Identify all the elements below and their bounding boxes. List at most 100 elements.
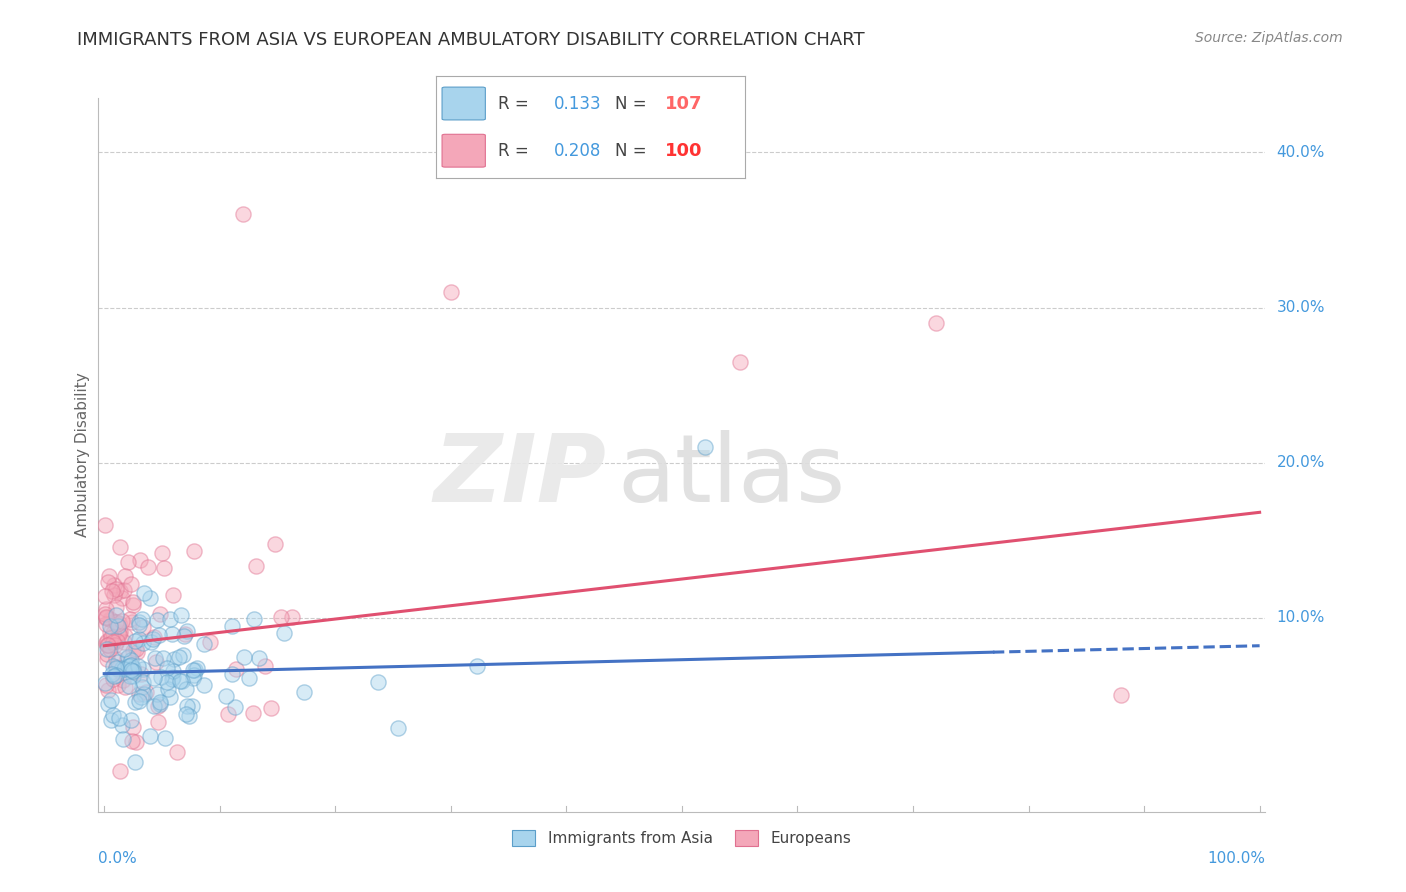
Point [124,634,146,648]
Point [107,655,129,669]
Point [120,576,142,591]
Text: 20.0%: 20.0% [1277,455,1324,470]
Point [243,612,266,626]
Point [221,618,243,632]
Point [108,711,131,725]
Point [200,634,222,648]
Point [135,685,157,699]
Point [115,650,138,665]
Point [176,698,198,713]
Point [124,641,146,656]
Point [166,745,188,759]
FancyBboxPatch shape [441,87,485,120]
Point [94,616,117,631]
Point [125,735,148,749]
Point [120,657,142,672]
Point [173,629,195,643]
Point [292,684,315,698]
Point [97,569,120,583]
Point [98,612,121,626]
Point [128,553,150,567]
Point [186,661,208,675]
Point [149,670,172,684]
Point [139,729,162,743]
Point [120,664,142,678]
Point [145,655,167,669]
Point [183,544,205,558]
Point [174,706,197,721]
Point [247,650,270,665]
Point [134,687,156,701]
Point [111,717,134,731]
Point [146,687,169,701]
Point [105,616,128,631]
Point [122,664,145,678]
Point [128,615,150,630]
Point [94,610,117,624]
Text: N =: N = [616,142,652,160]
Point [96,611,118,625]
Point [120,669,142,683]
Point [225,662,247,676]
Point [107,678,129,692]
FancyBboxPatch shape [441,135,485,167]
Text: R =: R = [498,95,534,112]
Point [114,569,136,583]
Point [103,673,125,687]
Point [128,632,150,647]
Point [104,667,127,681]
Point [128,694,150,708]
Point [97,682,120,697]
Point [98,618,121,632]
Point [104,661,127,675]
Point [214,690,236,704]
Point [103,626,125,640]
Text: atlas: atlas [617,430,846,523]
Point [96,652,118,666]
Point [128,688,150,702]
Point [112,662,135,676]
Point [145,613,167,627]
Point [108,584,131,599]
Point [232,207,254,221]
Point [108,615,131,630]
Point [100,624,122,639]
Point [150,546,173,560]
Point [118,659,141,673]
Point [112,582,135,597]
Point [103,577,125,591]
Point [242,706,264,720]
Point [117,658,139,673]
Point [96,638,118,652]
Text: 30.0%: 30.0% [1277,300,1324,315]
Point [1109,689,1132,703]
Point [111,591,134,605]
Point [101,634,124,648]
Point [170,607,193,622]
Point [107,619,129,633]
Point [131,662,153,676]
Legend: Immigrants from Asia, Europeans: Immigrants from Asia, Europeans [505,822,859,854]
Point [174,681,197,696]
Point [132,636,155,650]
Point [270,610,292,624]
Point [181,671,204,685]
Point [94,602,117,616]
Point [162,588,184,602]
Point [131,690,153,704]
Point [142,630,165,644]
Point [281,610,304,624]
Point [146,699,169,714]
Point [217,706,239,721]
Point [108,625,131,640]
Point [103,669,125,683]
Point [253,658,276,673]
Point [105,633,128,648]
Text: N =: N = [616,95,652,112]
Text: 0.208: 0.208 [554,142,600,160]
Point [104,639,127,653]
Point [110,764,132,779]
Point [387,721,409,735]
Text: 0.0%: 0.0% [98,851,138,865]
Point [94,635,117,649]
